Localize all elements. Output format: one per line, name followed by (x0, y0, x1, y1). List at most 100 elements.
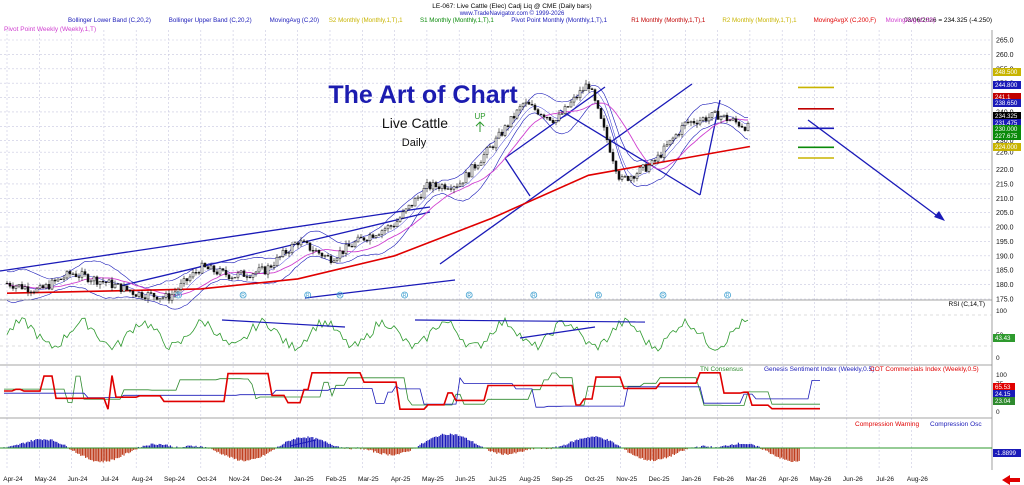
legend-item: Bollinger Lower Band (C,20,2) (68, 17, 151, 24)
candle (641, 164, 645, 168)
candle (698, 120, 702, 125)
rsi-tick: 100 (996, 308, 1007, 315)
candle (560, 113, 564, 115)
candle (290, 244, 294, 253)
candle (686, 121, 690, 124)
candle (584, 83, 588, 91)
date-tick-label: Aug-24 (132, 476, 153, 483)
date-tick-label: Aug-25 (519, 476, 540, 483)
date-tick-label: Jun-26 (843, 476, 863, 483)
candle (539, 113, 543, 116)
candle (623, 176, 627, 178)
legend-item: MovingAvg (C,20) (270, 17, 319, 24)
candle (536, 109, 540, 115)
trendline (504, 157, 531, 197)
candle (488, 146, 492, 148)
candle (212, 265, 216, 273)
legend-item: R1 Monthly (Monthly,1,T),1 (631, 17, 706, 24)
tn-consensus-line (4, 372, 820, 406)
legend-item: Bollinger Upper Band (C,20,2) (169, 17, 252, 24)
candle (329, 255, 333, 263)
candle (326, 255, 330, 257)
candle (8, 283, 12, 287)
price-tick-label: 200.0 (996, 225, 1014, 232)
candle (119, 283, 123, 292)
candle (182, 278, 186, 284)
candle (248, 276, 252, 278)
roll-marker-letter: R (306, 293, 310, 299)
candle (314, 249, 318, 252)
compression-osc-bars (3, 433, 800, 463)
candle (68, 271, 72, 275)
candle (386, 225, 390, 230)
price-tick-label: 260.0 (996, 52, 1014, 59)
candle (242, 270, 246, 277)
candle (47, 284, 51, 290)
candle (548, 116, 552, 121)
candle (515, 109, 519, 119)
date-tick-label: Apr-26 (778, 476, 798, 483)
candle (491, 146, 495, 149)
date-tick-label: Jun-24 (68, 476, 88, 483)
roll-marker (465, 291, 473, 299)
candle (95, 276, 99, 285)
candle (38, 285, 42, 289)
price-tick-label: 215.0 (996, 181, 1014, 188)
candle (467, 172, 471, 178)
candle (380, 230, 384, 235)
candle (284, 250, 288, 254)
up-arrow-icon (475, 121, 485, 132)
candle (113, 283, 117, 289)
candle (323, 255, 327, 257)
roll-marker-letter: R (726, 293, 730, 299)
candle (746, 122, 750, 131)
date-tick-label: Nov-24 (229, 476, 250, 483)
candle (101, 280, 105, 283)
legend-item: S2 Monthly (Monthly,1,T),1 (329, 17, 403, 24)
candle (719, 116, 723, 120)
date-tick-label: Jul-25 (489, 476, 507, 483)
candle (155, 296, 159, 301)
candle (605, 126, 609, 141)
scroll-arrow-icon[interactable] (1002, 475, 1020, 485)
candle (617, 171, 621, 180)
price-tag (993, 99, 1021, 107)
candle (473, 164, 477, 169)
brand-title: The Art of Chart (328, 81, 518, 109)
genesis-label: Genesis Sentiment Index (Weekly,0.5) (764, 366, 874, 373)
candle (479, 162, 483, 166)
candle (740, 125, 744, 128)
candle (710, 112, 714, 118)
date-tick-label: Sep-25 (552, 476, 573, 483)
candle (743, 126, 747, 131)
candle (707, 117, 711, 122)
price-tick-label: 195.0 (996, 239, 1014, 246)
candle (77, 276, 81, 278)
candle (452, 186, 456, 190)
candle (503, 125, 507, 136)
candle (659, 154, 663, 158)
trendline (699, 99, 721, 196)
tn-value-tag-label: 23.04 (995, 398, 1011, 405)
moving-avg-200-line (6, 145, 751, 294)
candle (554, 120, 558, 123)
candle (482, 154, 486, 163)
projection-arrowhead (934, 211, 945, 221)
candle (275, 256, 279, 266)
up-label: UP (474, 112, 485, 121)
candle (35, 288, 39, 293)
trendline (0, 206, 431, 272)
candle (239, 270, 243, 274)
candle (425, 182, 429, 189)
candle (443, 184, 447, 190)
candle (596, 100, 600, 109)
candle (122, 285, 126, 292)
date-tick-label: Jan-26 (681, 476, 701, 483)
candle (116, 283, 120, 285)
price-tag-label: 230.000 (995, 126, 1018, 133)
price-tick-label: 190.0 (996, 253, 1014, 260)
candle (374, 235, 378, 238)
candle (236, 272, 240, 278)
